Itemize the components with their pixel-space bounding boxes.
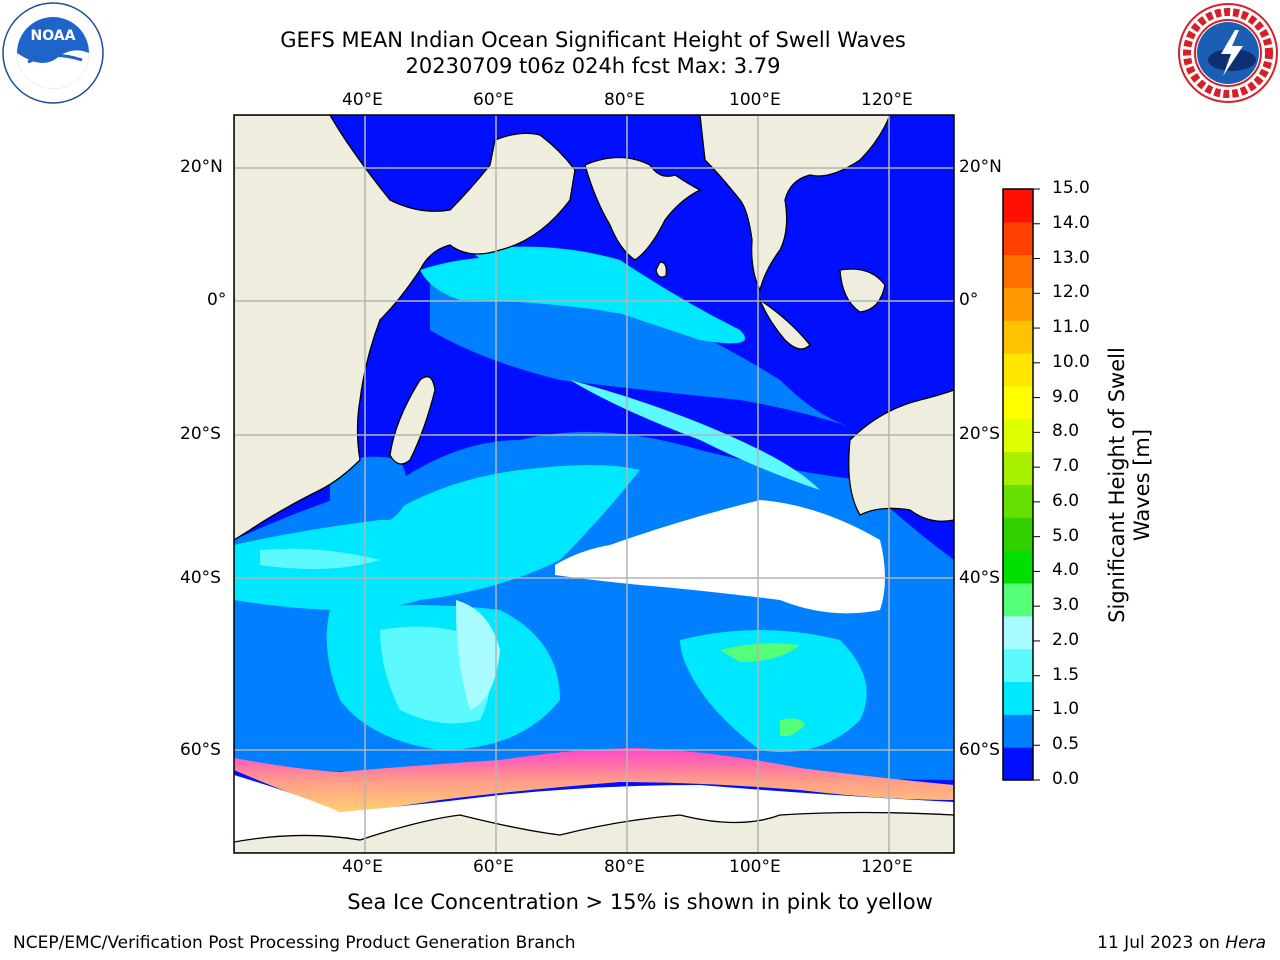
colorbar-tick-label: 11.0 [1052,317,1090,338]
colorbar-label: Significant Height of Swell Waves [m] [1105,347,1154,623]
colorbar-tick-label: 2.0 [1052,629,1080,650]
colorbar-tick-label: 0.5 [1052,734,1080,755]
colorbar-swatch [1003,484,1033,518]
lon-label-top: 40°E [342,90,383,110]
lat-label-left: 40°S [180,568,221,588]
lon-label-top: 80°E [604,90,645,110]
colorbar-swatch [1003,517,1033,551]
plot-title: GEFS MEAN Indian Ocean Significant Heigh… [280,28,906,52]
colorbar [1003,188,1040,781]
lat-label-left: 20°N [180,157,223,177]
lat-label-right: 20°S [959,424,1000,444]
colorbar-tick-label: 8.0 [1052,421,1080,442]
colorbar-tick-label: 0.0 [1052,769,1080,789]
colorbar-swatch [1003,714,1033,748]
colorbar-tick-label: 14.0 [1052,212,1090,233]
lon-label-bottom: 100°E [729,857,781,877]
footer-credit: NCEP/EMC/Verification Post Processing Pr… [13,933,576,953]
colorbar-tick-label: 5.0 [1052,525,1080,546]
lon-label-bottom: 80°E [604,857,645,877]
lat-label-left: 0° [207,290,227,310]
colorbar-swatch [1003,353,1033,387]
lon-label-bottom: 40°E [342,857,383,877]
colorbar-tick-label: 1.5 [1052,664,1080,685]
colorbar-swatch [1003,418,1033,453]
lon-label-bottom: 60°E [473,857,514,877]
footer-date-text: 11 Jul 2023 on [1097,933,1226,953]
plot-subtitle: 20230709 t06z 024h fcst Max: 3.79 [405,54,781,78]
colorbar-swatch [1003,583,1033,617]
colorbar-tick-label: 12.0 [1052,282,1090,303]
lat-label-right: 60°S [959,740,1000,760]
colorbar-tick-label: 7.0 [1052,456,1080,477]
colorbar-tick-label: 3.0 [1052,595,1080,616]
colorbar-swatch [1003,287,1033,321]
graticule [234,115,954,853]
colorbar-swatch [1003,386,1033,420]
lon-label-top: 60°E [473,90,514,110]
colorbar-frame [1002,188,1034,781]
colorbar-swatch [1003,221,1033,256]
colorbar-tick-label: 1.0 [1052,699,1080,720]
sea-ice-caption: Sea Ice Concentration > 15% is shown in … [347,890,933,914]
no-data-region [555,500,885,614]
colorbar-swatch [1003,320,1033,354]
lat-label-left: 20°S [180,424,221,444]
land [234,115,954,853]
colorbar-swatch [1003,451,1033,485]
lat-label-right: 20°N [959,157,1002,177]
map-frame [233,114,955,854]
colorbar-swatch [1003,747,1033,781]
national-weather-service-logo-icon [1178,3,1278,103]
lon-label-top: 120°E [861,90,913,110]
svg-text:NOAA: NOAA [31,28,76,44]
lat-label-left: 60°S [180,740,221,760]
colorbar-swatch [1003,189,1033,223]
colorbar-swatch [1003,615,1033,650]
footer-date: 11 Jul 2023 on Hera [1097,933,1266,953]
colorbar-tick-label: 15.0 [1052,178,1090,198]
colorbar-swatch [1003,681,1033,715]
colorbar-tick-label: 4.0 [1052,560,1080,581]
colorbar-swatch [1003,254,1033,288]
lat-label-right: 0° [959,290,979,310]
sea-ice-band [234,748,954,812]
colorbar-swatch [1003,550,1033,584]
footer-host: Hera [1225,933,1266,953]
colorbar-tick-label: 13.0 [1052,247,1090,268]
colorbar-tick-label: 9.0 [1052,386,1080,407]
colorbar-tick-label: 10.0 [1052,351,1090,372]
colorbar-tick-label: 6.0 [1052,490,1080,511]
noaa-logo-icon: NOAA [2,2,104,104]
lat-label-right: 40°S [959,568,1000,588]
colorbar-swatch [1003,648,1033,682]
lon-label-top: 100°E [729,90,781,110]
lon-label-bottom: 120°E [861,857,913,877]
